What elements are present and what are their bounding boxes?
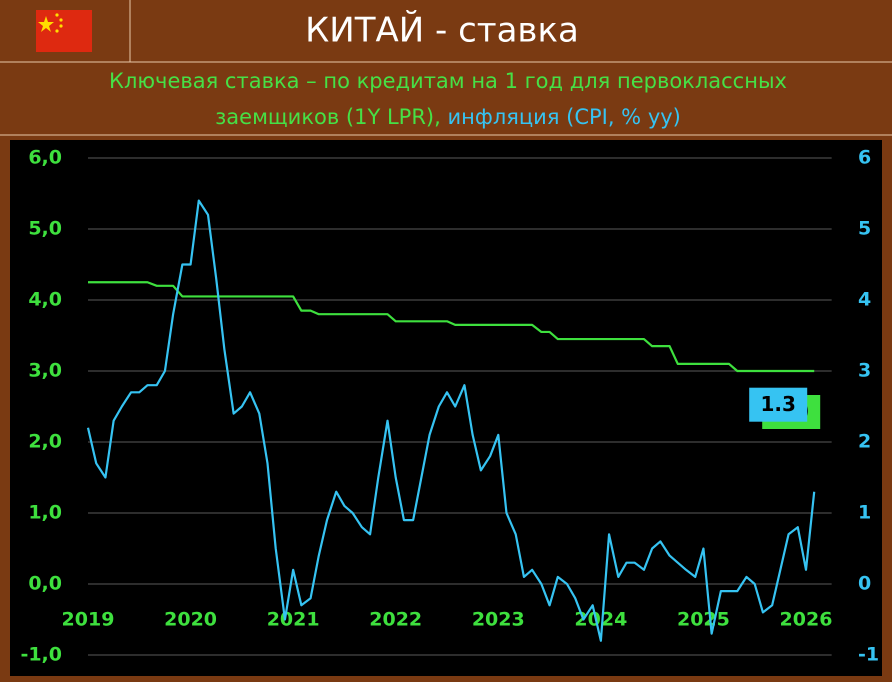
y2-tick-label: 2: [858, 431, 871, 453]
y-tick-label: 5,0: [28, 218, 62, 240]
x-tick-label: 2023: [472, 609, 525, 631]
y2-tick-label: 3: [858, 360, 871, 382]
series-line: [86, 199, 816, 642]
series-line: [88, 281, 815, 373]
y-tick-label: -1,0: [20, 644, 62, 666]
y2-tick-label: 5: [858, 218, 871, 240]
end-label-box: [749, 387, 808, 422]
title: КИТАЙ - ставка: [305, 10, 579, 51]
x-tick-label: 2022: [369, 609, 422, 631]
y2-tick-label: 1: [858, 502, 871, 524]
y-tick-label: 6,0: [28, 147, 62, 169]
x-tick-label: 2025: [677, 609, 730, 631]
x-tick-label: 2020: [164, 609, 217, 631]
y2-tick-label: -1: [858, 644, 879, 666]
x-tick-label: 2021: [267, 609, 320, 631]
subtitle-cpi: инфляция (CPI, % yy): [447, 105, 680, 129]
y2-tick-label: 0: [858, 573, 871, 595]
end-label: 1.3: [760, 392, 795, 416]
y-tick-label: 3,0: [28, 360, 62, 382]
flag: [36, 10, 92, 52]
y2-tick-label: 4: [858, 289, 871, 311]
y-tick-label: 2,0: [28, 431, 62, 453]
plot: -1,0 0,0 1,0 2,0 3,0 4,0 5,0 6,0 -1 0 1 2 3 4 5 6 2019 20…: [20, 147, 879, 666]
subtitle-line-1: Ключевая ставка – по кредитам на 1 год д…: [109, 69, 787, 93]
y-tick-label: 0,0: [28, 573, 62, 595]
y-tick-label: 1,0: [28, 502, 62, 524]
x-tick-label: 2019: [62, 609, 115, 631]
y2-tick-label: 6: [858, 147, 871, 169]
subtitle-line-2: заемщиков (1Y LPR), инфляция (CPI, % yy): [215, 105, 681, 129]
x-tick-label: 2026: [780, 609, 833, 631]
subtitle-rate: заемщиков (1Y LPR),: [215, 105, 447, 129]
y-tick-label: 4,0: [28, 289, 62, 311]
